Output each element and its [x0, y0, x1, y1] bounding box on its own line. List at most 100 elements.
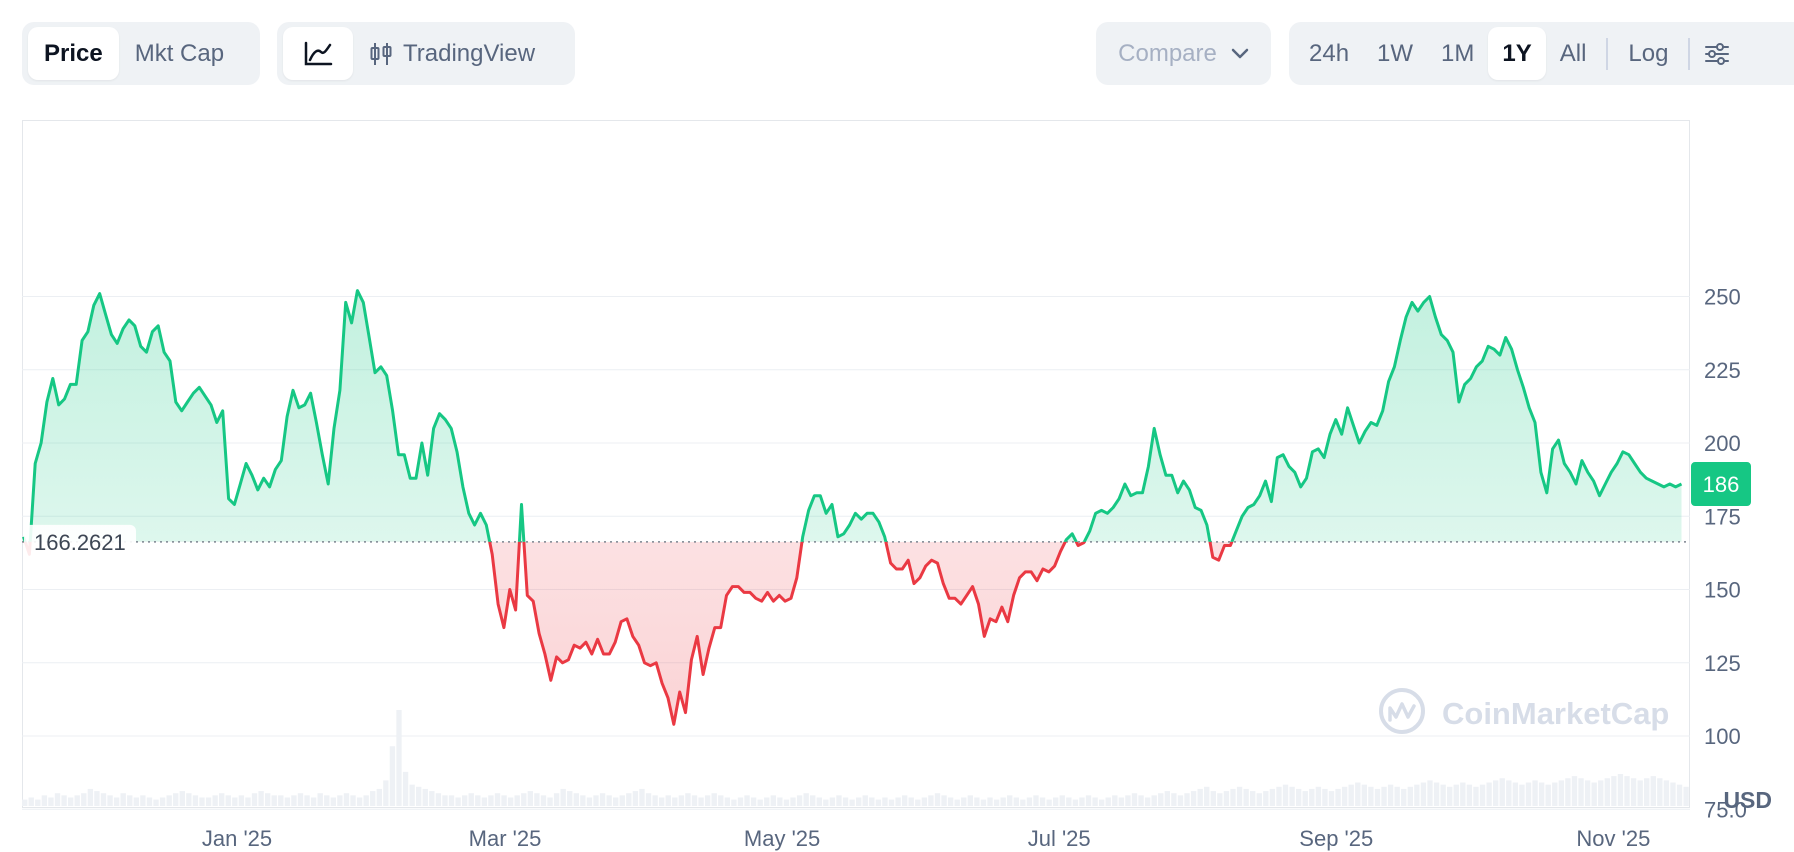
volume-bar: [1039, 797, 1046, 806]
line-chart-button[interactable]: [283, 27, 353, 80]
compare-label: Compare: [1118, 39, 1217, 67]
volume-bar: [507, 797, 514, 806]
volume-bar: [1512, 782, 1519, 806]
volume-bar: [869, 797, 875, 806]
compare-dropdown[interactable]: Compare: [1096, 22, 1271, 85]
volume-bar: [1144, 797, 1151, 806]
volume-bar: [1164, 791, 1171, 806]
price-tab[interactable]: Price: [28, 27, 119, 80]
volume-bar: [567, 791, 573, 806]
volume-bar: [1368, 786, 1374, 806]
volume-bar: [514, 795, 520, 806]
volume-bar: [639, 788, 645, 806]
log-scale-button[interactable]: Log: [1628, 39, 1669, 67]
volume-bar: [461, 795, 468, 806]
range-1y-button[interactable]: 1Y: [1488, 27, 1546, 80]
volume-bar: [547, 797, 553, 806]
volume-bar: [908, 797, 914, 806]
volume-bar: [232, 797, 238, 806]
volume-bar: [264, 793, 271, 806]
volume-bar: [665, 795, 671, 806]
volume-bar: [1217, 793, 1223, 806]
range-all-button[interactable]: All: [1559, 39, 1587, 67]
volume-bar: [297, 793, 304, 806]
volume-bar: [383, 780, 389, 806]
volume-bar: [1617, 774, 1624, 806]
volume-bar: [1105, 797, 1111, 806]
volume-bar: [1295, 788, 1302, 806]
volume-bar: [376, 788, 382, 806]
volume-bar: [48, 797, 54, 806]
volume-bar: [475, 795, 481, 806]
volume-bar: [1683, 786, 1689, 806]
volume-bar: [1053, 797, 1059, 806]
tradingview-label: TradingView: [403, 39, 536, 67]
volume-bar: [61, 795, 67, 806]
time-range-selector: 24h 1W 1M 1Y All Log: [1289, 22, 1794, 85]
volume-bar: [1250, 791, 1256, 806]
volume-bar: [330, 797, 337, 806]
range-24h-button[interactable]: 24h: [1309, 39, 1350, 67]
tradingview-button[interactable]: TradingView: [353, 27, 551, 80]
volume-bar: [724, 797, 731, 806]
volume-bar: [521, 793, 527, 806]
volume-bar: [895, 797, 901, 806]
settings-divider: [1688, 37, 1691, 70]
volume-bar: [915, 799, 921, 806]
volume-bar: [928, 795, 934, 806]
volume-bar: [113, 797, 120, 806]
volume-bar: [652, 795, 658, 806]
volume-bar: [501, 795, 507, 806]
volume-bar: [1624, 776, 1630, 806]
y-tick-label: 175: [1704, 504, 1741, 529]
volume-bar: [284, 797, 291, 806]
view-toggle: Price Mkt Cap: [22, 22, 260, 85]
volume-bar: [1335, 788, 1341, 806]
svg-text:166.2621: 166.2621: [34, 530, 126, 555]
y-tick-label: 250: [1704, 285, 1741, 310]
currency-label: USD: [1723, 787, 1772, 813]
market-cap-tab[interactable]: Mkt Cap: [134, 39, 225, 67]
volume-bar: [442, 795, 448, 806]
volume-bar: [22, 799, 28, 806]
volume-bar: [356, 797, 363, 806]
volume-bar: [87, 788, 94, 806]
volume-bar: [186, 793, 192, 806]
x-tick-label: Sep '25: [1299, 826, 1373, 851]
volume-bar: [934, 793, 941, 806]
volume-bar: [1650, 776, 1656, 806]
y-tick-label: 100: [1704, 724, 1741, 749]
volume-bar: [573, 793, 579, 806]
volume-bar: [993, 799, 1000, 806]
volume-bar: [488, 795, 494, 806]
volume-bar: [1059, 795, 1065, 806]
volume-bar: [94, 791, 100, 806]
volume-bar: [1663, 780, 1670, 806]
volume-bar: [1440, 784, 1446, 806]
volume-bar: [1204, 786, 1210, 806]
volume-bar: [856, 797, 862, 806]
sliders-icon: [1704, 41, 1730, 67]
volume-bar: [1282, 784, 1289, 806]
range-1w-button[interactable]: 1W: [1377, 39, 1414, 67]
x-axis: Jan '25 Mar '25 May '25 Jul '25 Sep '25 Nov '…: [202, 826, 1650, 851]
volume-bar: [402, 771, 409, 806]
volume-bar: [1328, 791, 1335, 806]
volume-bar: [796, 795, 803, 806]
svg-text:CoinMarketCap: CoinMarketCap: [1442, 696, 1669, 731]
volume-bar: [829, 797, 836, 806]
volume-bar: [1355, 782, 1361, 806]
volume-bar: [691, 795, 698, 806]
volume-bar: [1374, 788, 1381, 806]
range-1m-button[interactable]: 1M: [1441, 39, 1475, 67]
chart-settings-button[interactable]: [1696, 27, 1738, 80]
volume-bar: [219, 793, 225, 806]
volume-bar: [1598, 780, 1604, 806]
volume-bar: [1341, 786, 1348, 806]
volume-bar: [941, 795, 947, 806]
volume-bars: [22, 710, 1689, 806]
volume-bar: [1630, 778, 1637, 806]
volume-bar: [416, 786, 422, 806]
volume-bar: [409, 784, 415, 806]
